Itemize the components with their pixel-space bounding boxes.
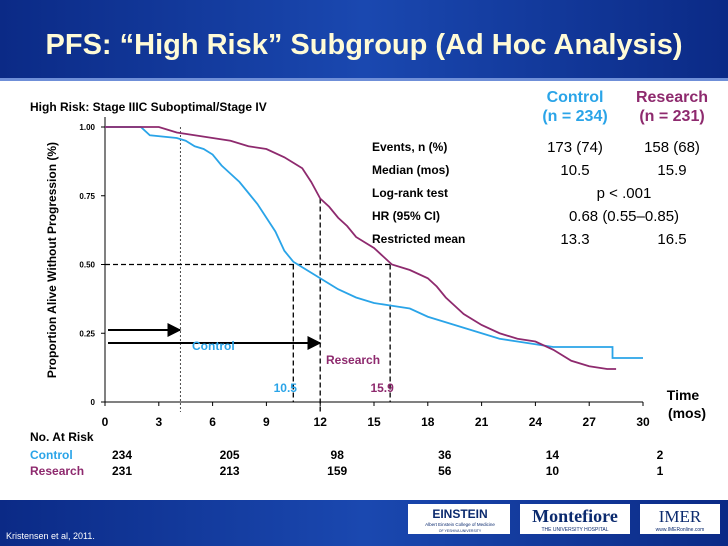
at-risk-count: 234 [112,448,132,462]
at-risk-count: 159 [327,464,347,478]
at-risk-name: Research [30,464,84,478]
at-risk-count: 56 [438,464,452,478]
x-tick-label: 27 [583,415,597,429]
logo-text: Montefiore [532,506,618,526]
slide-title: PFS: “High Risk” Subgroup (Ad Hoc Analys… [46,29,683,61]
cell: 15.9 [657,162,686,179]
at-risk-count: 205 [220,448,240,462]
x-tick-label: 6 [209,415,216,429]
cell: 173 (74) [547,139,603,156]
row-label: Median (mos) [372,163,449,177]
km-curve [105,126,617,370]
row-label: HR (95% CI) [372,209,440,223]
x-tick-label: 12 [314,415,328,429]
cell-span: p < .001 [597,185,652,202]
x-tick-label: 21 [475,415,489,429]
title-band [0,0,728,80]
at-risk-count: 1 [657,464,664,478]
citation: Kristensen et al, 2011. [6,531,95,541]
median-label: 10.5 [274,381,298,395]
logo-text: IMER [659,507,702,526]
x-axis-unit: (mos) [668,405,706,421]
logo-box [640,504,720,534]
title-rule [0,78,728,81]
logo-box [408,504,510,534]
y-tick-label: 0.25 [79,329,95,338]
x-tick-label: 30 [636,415,650,429]
x-tick-label: 3 [155,415,162,429]
row-label: Events, n (%) [372,140,447,154]
logo-text: EINSTEIN [432,507,487,521]
at-risk-count: 36 [438,448,452,462]
series-label: Control [192,339,235,353]
x-axis-label: Time [667,387,700,403]
cell: 10.5 [560,162,589,179]
at-risk-count: 2 [657,448,664,462]
x-tick-label: 9 [263,415,270,429]
y-tick-label: 1.00 [79,123,95,132]
column-header: Research [636,89,708,106]
at-risk-count: 213 [220,464,240,478]
row-label: Log-rank test [372,186,448,200]
logo-box [520,504,630,534]
x-tick-label: 18 [421,415,435,429]
column-header-n: (n = 234) [542,108,607,125]
logo-text: OF YESHIVA UNIVERSITY [439,529,482,533]
row-label: Restricted mean [372,232,465,246]
at-risk-count: 14 [546,448,560,462]
x-tick-label: 15 [367,415,381,429]
at-risk-count: 10 [546,464,560,478]
median-label: 15.9 [370,381,394,395]
logo-text: THE UNIVERSITY HOSPITAL [541,527,608,533]
x-tick-label: 24 [529,415,543,429]
at-risk-count: 231 [112,464,132,478]
cell: 158 (68) [644,139,700,156]
cell: 16.5 [657,231,686,248]
at-risk-count: 98 [331,448,345,462]
logo-text: www.IMERonline.com [656,527,705,533]
km-curve [105,126,643,359]
at-risk-name: Control [30,448,73,462]
y-axis-label: Proportion Alive Without Progression (%) [45,142,59,378]
y-tick-label: 0 [91,398,96,407]
column-header: Control [547,89,604,106]
at-risk-title: No. At Risk [30,430,94,444]
subtitle: High Risk: Stage IIIC Suboptimal/Stage I… [30,100,267,114]
body [0,81,728,500]
cell-span: 0.68 (0.55–0.85) [569,208,679,225]
y-tick-label: 0.75 [79,192,95,201]
cell: 13.3 [560,231,589,248]
series-label: Research [326,353,380,367]
x-tick-label: 0 [102,415,109,429]
logo-text: Albert Einstein College of Medicine [425,522,495,527]
y-tick-label: 0.50 [79,261,95,270]
column-header-n: (n = 231) [639,108,704,125]
